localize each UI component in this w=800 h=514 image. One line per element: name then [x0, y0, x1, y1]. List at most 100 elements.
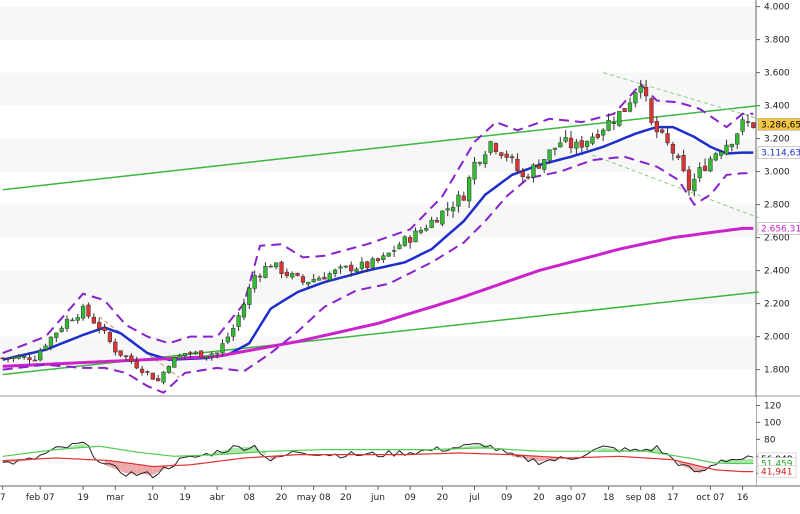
candle-body: [735, 133, 740, 145]
candle-body: [584, 140, 590, 147]
candle-body: [375, 258, 381, 261]
candle-body: [638, 85, 643, 93]
candle-body: [80, 305, 86, 319]
osc-fill-negative: [120, 462, 126, 474]
osc-fill-negative: [115, 461, 121, 472]
osc-flag-label: 51,459: [761, 460, 793, 470]
candle-body: [633, 92, 638, 104]
candle-body: [660, 129, 665, 133]
x-tick-label: 09: [404, 493, 416, 503]
candle-body: [676, 155, 681, 158]
x-tick-label: jun: [370, 493, 385, 503]
candle-body: [622, 108, 627, 113]
candle-body: [391, 250, 397, 252]
osc-fill-negative: [158, 466, 164, 473]
osc-tick-label: 80: [764, 435, 776, 445]
candle-body: [472, 161, 477, 180]
candle-body: [54, 332, 59, 338]
candle-body: [574, 141, 579, 149]
candle-body: [499, 152, 504, 156]
candle-body: [381, 255, 386, 260]
trendline: [2, 104, 759, 191]
candle-body: [150, 372, 155, 380]
osc-fill-negative: [136, 464, 143, 475]
price-tick-label: 3.000: [764, 168, 790, 178]
candle-body: [477, 162, 482, 164]
candle-body: [520, 171, 525, 178]
candle-body: [445, 208, 450, 211]
osc-flag-label: 41,941: [761, 468, 793, 478]
candle-body: [702, 165, 708, 171]
osc-fill-positive: [742, 458, 748, 464]
candle-body: [97, 322, 102, 329]
price-tick-label: 3.400: [764, 102, 790, 112]
candle-body: [343, 265, 348, 268]
candle-body: [75, 317, 80, 321]
price-band: [0, 6, 756, 40]
x-tick-label: sep 08: [626, 493, 657, 503]
candle-body: [686, 169, 692, 191]
candle-body: [617, 110, 622, 126]
candle-body: [751, 122, 756, 128]
x-tick-label: may 08: [297, 493, 331, 503]
candle-body: [220, 343, 225, 354]
osc-fill-positive: [608, 448, 614, 452]
candle-body: [338, 266, 343, 269]
candle-body: [156, 378, 161, 382]
x-tick-label: ago 07: [555, 493, 586, 503]
osc-fill-negative: [699, 466, 706, 474]
candle-body: [719, 151, 724, 156]
candle-body: [461, 195, 466, 201]
candle-body: [697, 167, 702, 179]
candle-body: [268, 265, 273, 268]
x-tick-label: 20: [437, 493, 449, 503]
trendline: [603, 72, 759, 120]
candle-body: [670, 143, 676, 154]
osc-fill-positive: [662, 451, 668, 456]
candle-body: [22, 355, 27, 358]
osc-tick-label: 120: [764, 401, 781, 411]
candle-body: [745, 121, 751, 123]
price-flag-box: [757, 146, 800, 159]
osc-fill-negative: [131, 463, 137, 474]
candle-body: [16, 356, 21, 359]
price-tick-label: 2.600: [764, 234, 790, 244]
candle-body: [349, 264, 354, 272]
osc-tick-label: 100: [764, 418, 781, 428]
candle-body: [429, 219, 434, 228]
osc-fill-negative: [152, 466, 159, 475]
oscillator-line: [2, 452, 754, 473]
candle-body: [708, 158, 713, 172]
candle-body: [606, 120, 611, 131]
candle-body: [145, 371, 150, 373]
price-tick-label: 2.800: [764, 201, 790, 211]
osc-fill-positive: [597, 447, 604, 452]
candle-body: [724, 144, 729, 155]
price-flag-box: [757, 118, 800, 131]
candle-body: [236, 315, 241, 327]
candle-body: [70, 319, 75, 322]
candle-body: [177, 355, 182, 360]
price-tick-label: 1.800: [764, 366, 790, 376]
price-plot-area: [0, 0, 756, 396]
x-tick-label: 08: [244, 493, 256, 503]
x-axis: 7 feb 07 19 mar 10 19 abr 08 20 may 08 20 jun 09 20 ju…: [0, 485, 800, 503]
candle-body: [182, 353, 188, 356]
candle-body: [316, 277, 322, 281]
volatility-band-line: [2, 82, 754, 355]
candle-body: [161, 371, 166, 383]
candle-body: [467, 177, 472, 202]
x-tick-label: feb 07: [26, 493, 55, 503]
price-flag-label: 3.286,65: [761, 120, 800, 130]
candle-body: [241, 303, 247, 318]
candle-body: [504, 153, 509, 158]
candle-body: [306, 281, 311, 285]
candle-body: [365, 261, 370, 269]
osc-fill-positive: [479, 444, 486, 449]
candle-body: [5, 357, 11, 360]
x-tick-label: 18: [603, 493, 615, 503]
candle-body: [692, 178, 697, 192]
candle-body: [327, 273, 332, 281]
